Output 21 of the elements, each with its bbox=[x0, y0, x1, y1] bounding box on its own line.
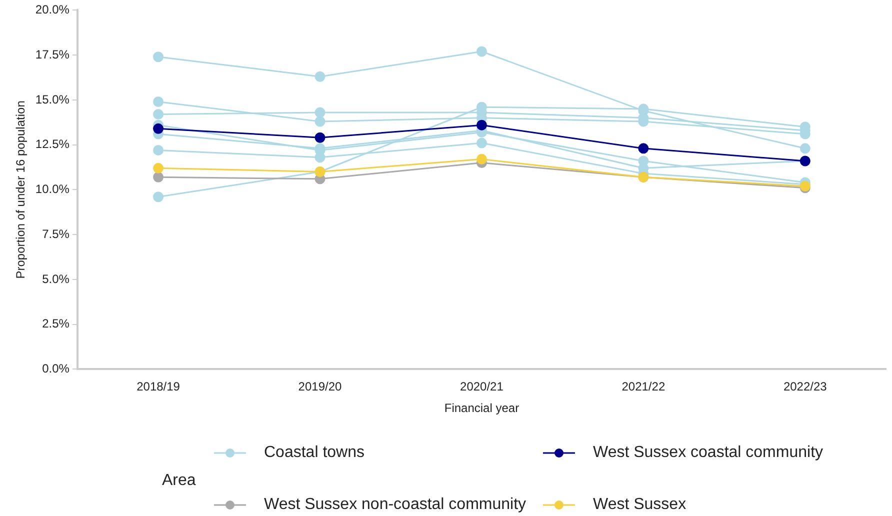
x-tick-label: 2021/22 bbox=[622, 380, 666, 394]
y-tick-label: 5.0% bbox=[42, 272, 70, 286]
y-tick-label: 2.5% bbox=[42, 316, 70, 331]
legend-label: Coastal towns bbox=[264, 444, 364, 462]
x-tick-label: 2022/23 bbox=[783, 380, 828, 394]
y-tick-label: 7.5% bbox=[42, 226, 70, 241]
y-tick-label: 0.0% bbox=[42, 362, 70, 376]
legend-label: West Sussex coastal community bbox=[593, 444, 824, 462]
y-tick-label: 17.5% bbox=[35, 47, 70, 62]
y-tick-label: 15.0% bbox=[35, 92, 70, 106]
x-tick-label: 2019/20 bbox=[298, 380, 342, 394]
legend-label: West Sussex non-coastal community bbox=[264, 496, 526, 514]
x-tick-label: 2018/19 bbox=[136, 380, 180, 394]
x-tick-label: 2020/21 bbox=[460, 380, 504, 394]
y-tick-label: 10.0% bbox=[35, 182, 70, 196]
legend-label: West Sussex bbox=[593, 496, 686, 514]
y-tick-label: 20.0% bbox=[35, 2, 70, 17]
y-axis-title: Proportion of under 16 population bbox=[14, 100, 28, 279]
y-tick-label: 12.5% bbox=[35, 137, 70, 152]
x-axis-title: Financial year bbox=[444, 401, 520, 416]
legend-title: Area bbox=[162, 472, 196, 490]
